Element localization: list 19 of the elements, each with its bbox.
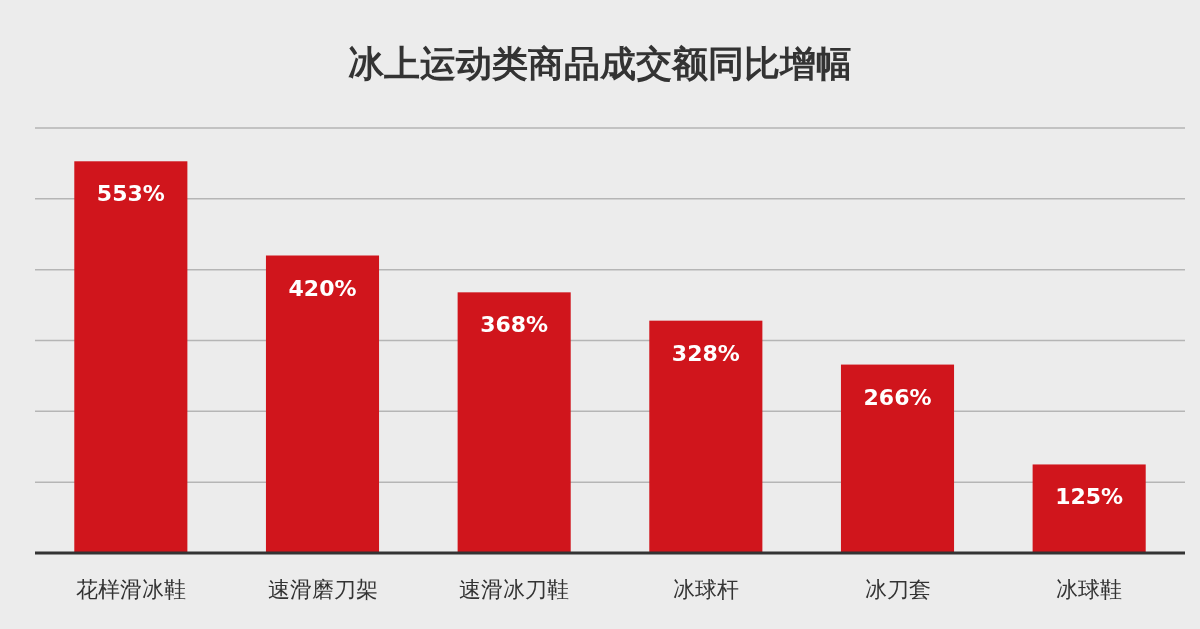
bar: [74, 161, 188, 553]
chart-title: 冰上运动类商品成交额同比增幅: [348, 43, 852, 84]
data-label: 328%: [671, 340, 740, 366]
data-label: 266%: [863, 384, 932, 410]
data-label: 553%: [96, 181, 165, 207]
x-tick-label: 冰刀套: [864, 577, 931, 602]
bar: [265, 255, 380, 553]
bar: [457, 292, 571, 553]
x-tick-label: 花样滑冰鞋: [75, 577, 186, 602]
data-label: 368%: [480, 312, 549, 338]
bar: [840, 364, 955, 553]
data-label: 125%: [1055, 484, 1124, 510]
x-tick-label: 冰球杆: [672, 577, 739, 602]
x-tick-label: 速滑冰刀鞋: [459, 577, 570, 602]
data-label: 420%: [288, 275, 357, 301]
bar: [1032, 464, 1146, 553]
x-tick-label: 冰球鞋: [1056, 577, 1123, 602]
x-tick-label: 速滑磨刀架: [267, 577, 378, 602]
bar: [649, 320, 763, 553]
